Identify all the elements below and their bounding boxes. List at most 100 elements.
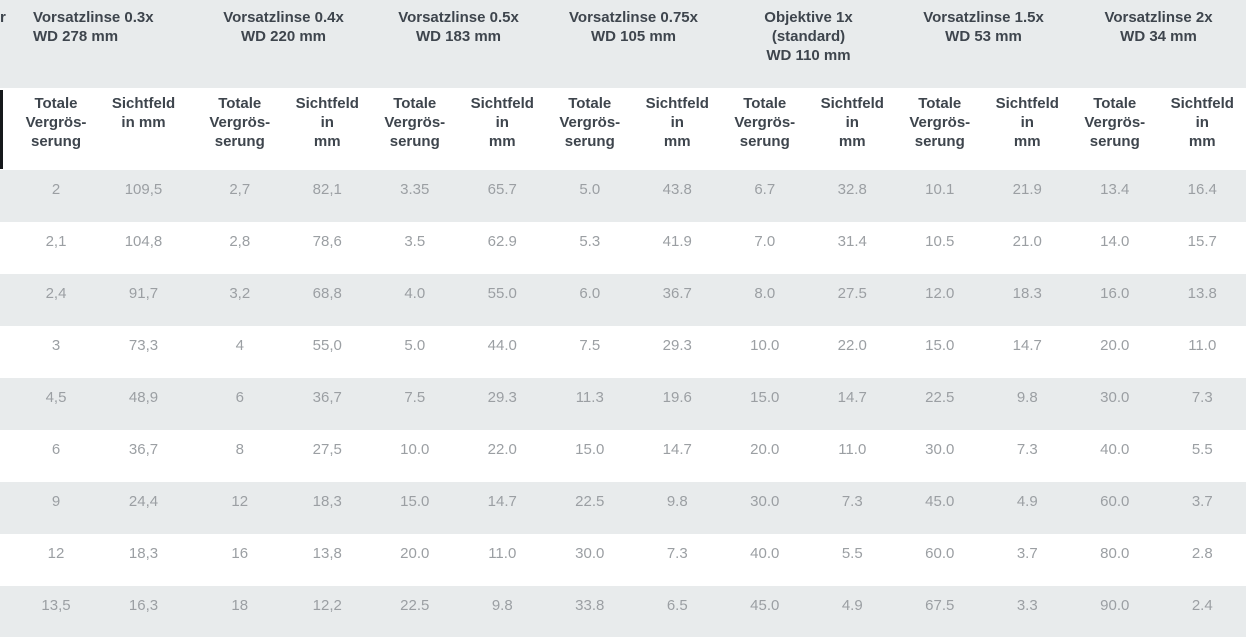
group-header-vorsatzlinse-0-4x: Vorsatzlinse 0.4x WD 220 mm <box>196 0 371 88</box>
value-cell: 2,8 <box>229 233 251 250</box>
value-cell: 6.7 <box>754 181 776 198</box>
value-cell: 8 <box>235 441 244 458</box>
group-header-vorsatzlinse-0-3x: Vorsatzlinse 0.3x WD 278 mm <box>21 0 196 88</box>
value-cell: 14.0 <box>1100 233 1130 250</box>
value-cell: 4.0 <box>404 285 426 302</box>
value-cell: 7.3 <box>666 545 688 562</box>
value-cell: 29.3 <box>662 337 692 354</box>
value-cell: 4 <box>235 337 244 354</box>
value-cell: 15.0 <box>925 337 955 354</box>
value-cell: 16,3 <box>128 597 159 614</box>
cutoff-cell <box>0 430 21 482</box>
value-cell: 31.4 <box>837 233 867 250</box>
value-cell: 32.8 <box>837 181 867 198</box>
value-cell: 104,8 <box>124 233 163 250</box>
cutoff-cell <box>0 274 21 326</box>
lens-header-row: r Vorsatzlinse 0.3x WD 278 mm Vorsatzlin… <box>0 0 1246 88</box>
value-cell: 40.0 <box>750 545 780 562</box>
table-row: 4,5 48,9 6 36,7 7.5 29.3 11.3 19.6 15.0 14.7 22.5 9… <box>0 378 1246 430</box>
value-cell: 45.0 <box>925 493 955 510</box>
value-cell: 10.5 <box>925 233 955 250</box>
table-row: 6 36,7 8 27,5 10.0 22.0 15.0 14.7 20.0 11.0 30.0 7.… <box>0 430 1246 482</box>
value-cell: 67.5 <box>925 597 955 614</box>
value-cell: 10.1 <box>925 181 955 198</box>
value-cell: 21.9 <box>1012 181 1042 198</box>
value-cell: 11.0 <box>488 545 517 562</box>
table-row: 3 73,3 4 55,0 5.0 44.0 7.5 29.3 10.0 22.0 15.0 14.7… <box>0 326 1246 378</box>
value-cell: 22.5 <box>925 389 955 406</box>
value-cell: 3.5 <box>404 233 426 250</box>
group-header-vorsatzlinse-1-5x: Vorsatzlinse 1.5x WD 53 mm <box>896 0 1071 88</box>
value-cell: 2,4 <box>45 285 67 302</box>
value-cell: 6.5 <box>666 597 688 614</box>
subheader-total-magnification: Totale Vergrös- serung <box>21 88 91 170</box>
value-cell: 9.8 <box>491 597 513 614</box>
value-cell: 60.0 <box>1100 493 1130 510</box>
value-cell: 6 <box>51 441 61 458</box>
subheader-field-of-view: Sichtfeld in mm <box>808 88 896 170</box>
value-cell: 16 <box>231 545 249 562</box>
value-cell: 13.4 <box>1100 181 1130 198</box>
subheader-field-of-view: Sichtfeld in mm <box>91 88 196 170</box>
value-cell: 78,6 <box>312 233 342 250</box>
value-cell: 16.4 <box>1187 181 1217 198</box>
value-cell: 55.0 <box>487 285 517 302</box>
value-cell: 48,9 <box>128 389 159 406</box>
value-cell: 109,5 <box>124 181 163 198</box>
value-cell: 40.0 <box>1100 441 1130 458</box>
cutoff-cell <box>0 586 21 637</box>
value-cell: 44.0 <box>487 337 517 354</box>
subheader-field-of-view: Sichtfeld in mm <box>633 88 721 170</box>
value-cell: 7.3 <box>841 493 863 510</box>
value-cell: 30.0 <box>750 493 780 510</box>
value-cell: 2 <box>51 181 61 198</box>
value-cell: 27.5 <box>837 285 867 302</box>
table-row: 2,4 91,7 3,2 68,8 4.0 55.0 6.0 36.7 8.0 27.5 12.0 1… <box>0 274 1246 326</box>
value-cell: 2.8 <box>1191 545 1213 562</box>
value-cell: 20.0 <box>1100 337 1130 354</box>
value-cell: 9.8 <box>666 493 688 510</box>
value-cell: 30.0 <box>575 545 605 562</box>
cutoff-cell <box>0 170 21 222</box>
value-cell: 11.0 <box>1188 337 1217 354</box>
subheader-total-magnification: Totale Vergrös- serung <box>196 88 284 170</box>
table-row: 12 18,3 16 13,8 20.0 11.0 30.0 7.3 40.0 5.5 60.0 3.… <box>0 534 1246 586</box>
value-cell: 18,3 <box>128 545 159 562</box>
table-row: 2,1 104,8 2,8 78,6 3.5 62.9 5.3 41.9 7.0 31.4 10.5… <box>0 222 1246 274</box>
value-cell: 18 <box>231 597 249 614</box>
value-cell: 5.0 <box>579 181 601 198</box>
value-cell: 18.3 <box>1012 285 1042 302</box>
value-cell: 13.8 <box>1187 285 1217 302</box>
value-cell: 22.0 <box>487 441 517 458</box>
value-cell: 3.35 <box>400 181 430 198</box>
value-cell: 60.0 <box>925 545 955 562</box>
subheader-row: Totale Vergrös- serung Sichtfeld in mm Tot… <box>0 88 1246 170</box>
value-cell: 13,8 <box>312 545 342 562</box>
subheader-field-of-view: Sichtfeld in mm <box>458 88 546 170</box>
value-cell: 16.0 <box>1100 285 1130 302</box>
value-cell: 80.0 <box>1100 545 1130 562</box>
value-cell: 36,7 <box>312 389 342 406</box>
value-cell: 68,8 <box>312 285 342 302</box>
value-cell: 73,3 <box>128 337 159 354</box>
value-cell: 30.0 <box>1100 389 1130 406</box>
subheader-total-magnification: Totale Vergrös- serung <box>546 88 634 170</box>
subheader-field-of-view: Sichtfeld in mm <box>1158 88 1246 170</box>
value-cell: 14.7 <box>487 493 517 510</box>
cutoff-cell <box>0 326 21 378</box>
value-cell: 13,5 <box>41 597 71 614</box>
value-cell: 4,5 <box>45 389 67 406</box>
value-cell: 5.5 <box>841 545 863 562</box>
value-cell: 7.5 <box>579 337 601 354</box>
value-cell: 10.0 <box>400 441 430 458</box>
left-edge-artifact <box>0 90 3 169</box>
value-cell: 5.0 <box>404 337 426 354</box>
subheader-total-magnification: Totale Vergrös- serung <box>371 88 459 170</box>
value-cell: 14.7 <box>662 441 692 458</box>
value-cell: 12.0 <box>925 285 955 302</box>
value-cell: 33.8 <box>575 597 605 614</box>
value-cell: 15.0 <box>575 441 605 458</box>
subheader-total-magnification: Totale Vergrös- serung <box>721 88 809 170</box>
corner-header-cell: r <box>0 0 21 88</box>
value-cell: 3 <box>51 337 61 354</box>
